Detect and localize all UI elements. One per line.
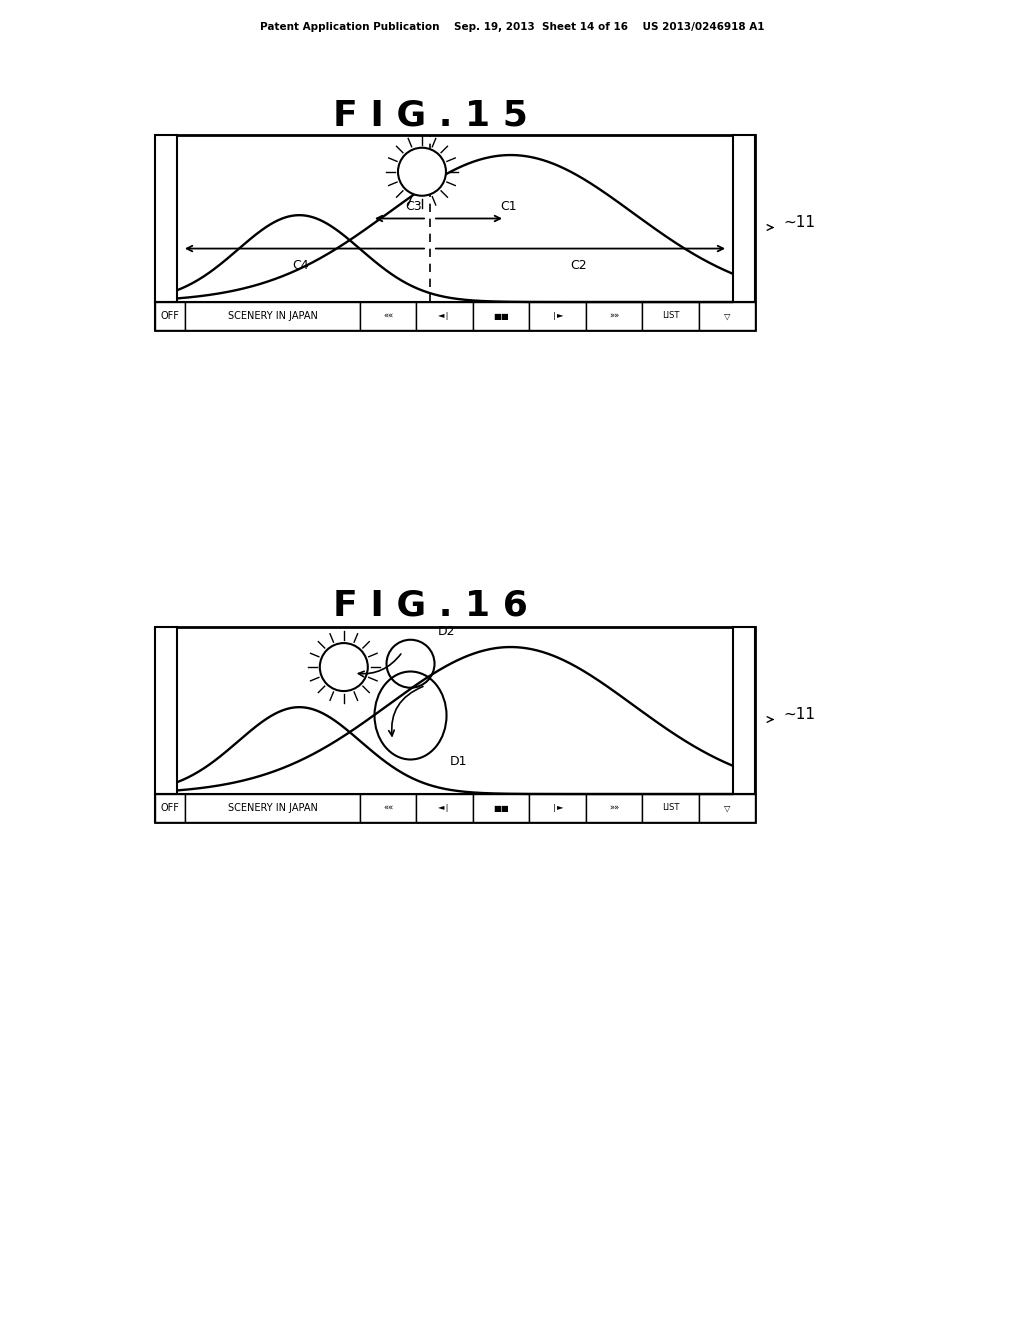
Bar — [529, 795, 586, 822]
Bar — [698, 795, 755, 822]
Text: C4: C4 — [293, 259, 309, 272]
Bar — [155, 135, 177, 302]
Text: F I G . 1 6: F I G . 1 6 — [333, 587, 527, 622]
Bar — [698, 302, 755, 330]
Text: ««: «« — [383, 804, 393, 813]
Text: Patent Application Publication    Sep. 19, 2013  Sheet 14 of 16    US 2013/02469: Patent Application Publication Sep. 19, … — [260, 22, 764, 32]
Bar — [473, 795, 529, 822]
Bar — [360, 795, 417, 822]
Bar — [586, 795, 642, 822]
Text: ◄❘: ◄❘ — [438, 804, 452, 813]
Text: ■■: ■■ — [494, 312, 509, 321]
Circle shape — [319, 643, 368, 692]
Text: D1: D1 — [450, 755, 467, 767]
Text: C1: C1 — [500, 199, 516, 213]
Text: »»: »» — [609, 804, 620, 813]
Bar — [155, 135, 755, 330]
Bar — [155, 795, 755, 822]
Text: »»: »» — [609, 312, 620, 321]
Text: ■■: ■■ — [494, 804, 509, 813]
Bar — [733, 135, 755, 302]
Bar — [586, 302, 642, 330]
Text: ▽: ▽ — [724, 312, 730, 321]
Bar — [642, 795, 698, 822]
Text: D2: D2 — [437, 624, 455, 638]
Bar — [185, 302, 360, 330]
Text: ««: «« — [383, 312, 393, 321]
Bar — [185, 795, 360, 822]
Text: C3: C3 — [406, 199, 422, 213]
Bar — [155, 627, 177, 795]
Text: LIST: LIST — [662, 804, 679, 813]
Text: ▽: ▽ — [724, 804, 730, 813]
Text: ~11: ~11 — [783, 708, 815, 722]
Bar — [155, 627, 755, 822]
Text: ❘►: ❘► — [551, 312, 564, 321]
Bar — [529, 302, 586, 330]
Text: ~11: ~11 — [783, 215, 815, 230]
Bar — [733, 627, 755, 795]
Bar — [473, 302, 529, 330]
Bar — [155, 302, 185, 330]
Text: SCENERY IN JAPAN: SCENERY IN JAPAN — [227, 803, 317, 813]
Circle shape — [398, 148, 446, 195]
Text: ◄❘: ◄❘ — [438, 312, 452, 321]
Text: C2: C2 — [570, 259, 588, 272]
Text: SCENERY IN JAPAN: SCENERY IN JAPAN — [227, 312, 317, 321]
Bar — [360, 302, 417, 330]
Bar — [417, 795, 473, 822]
Bar — [155, 795, 185, 822]
Bar — [155, 302, 755, 330]
Text: OFF: OFF — [161, 803, 179, 813]
Bar — [417, 302, 473, 330]
Text: F I G . 1 5: F I G . 1 5 — [333, 98, 527, 132]
Text: ❘►: ❘► — [551, 804, 564, 813]
Text: OFF: OFF — [161, 312, 179, 321]
Bar — [642, 302, 698, 330]
Text: LIST: LIST — [662, 312, 679, 321]
